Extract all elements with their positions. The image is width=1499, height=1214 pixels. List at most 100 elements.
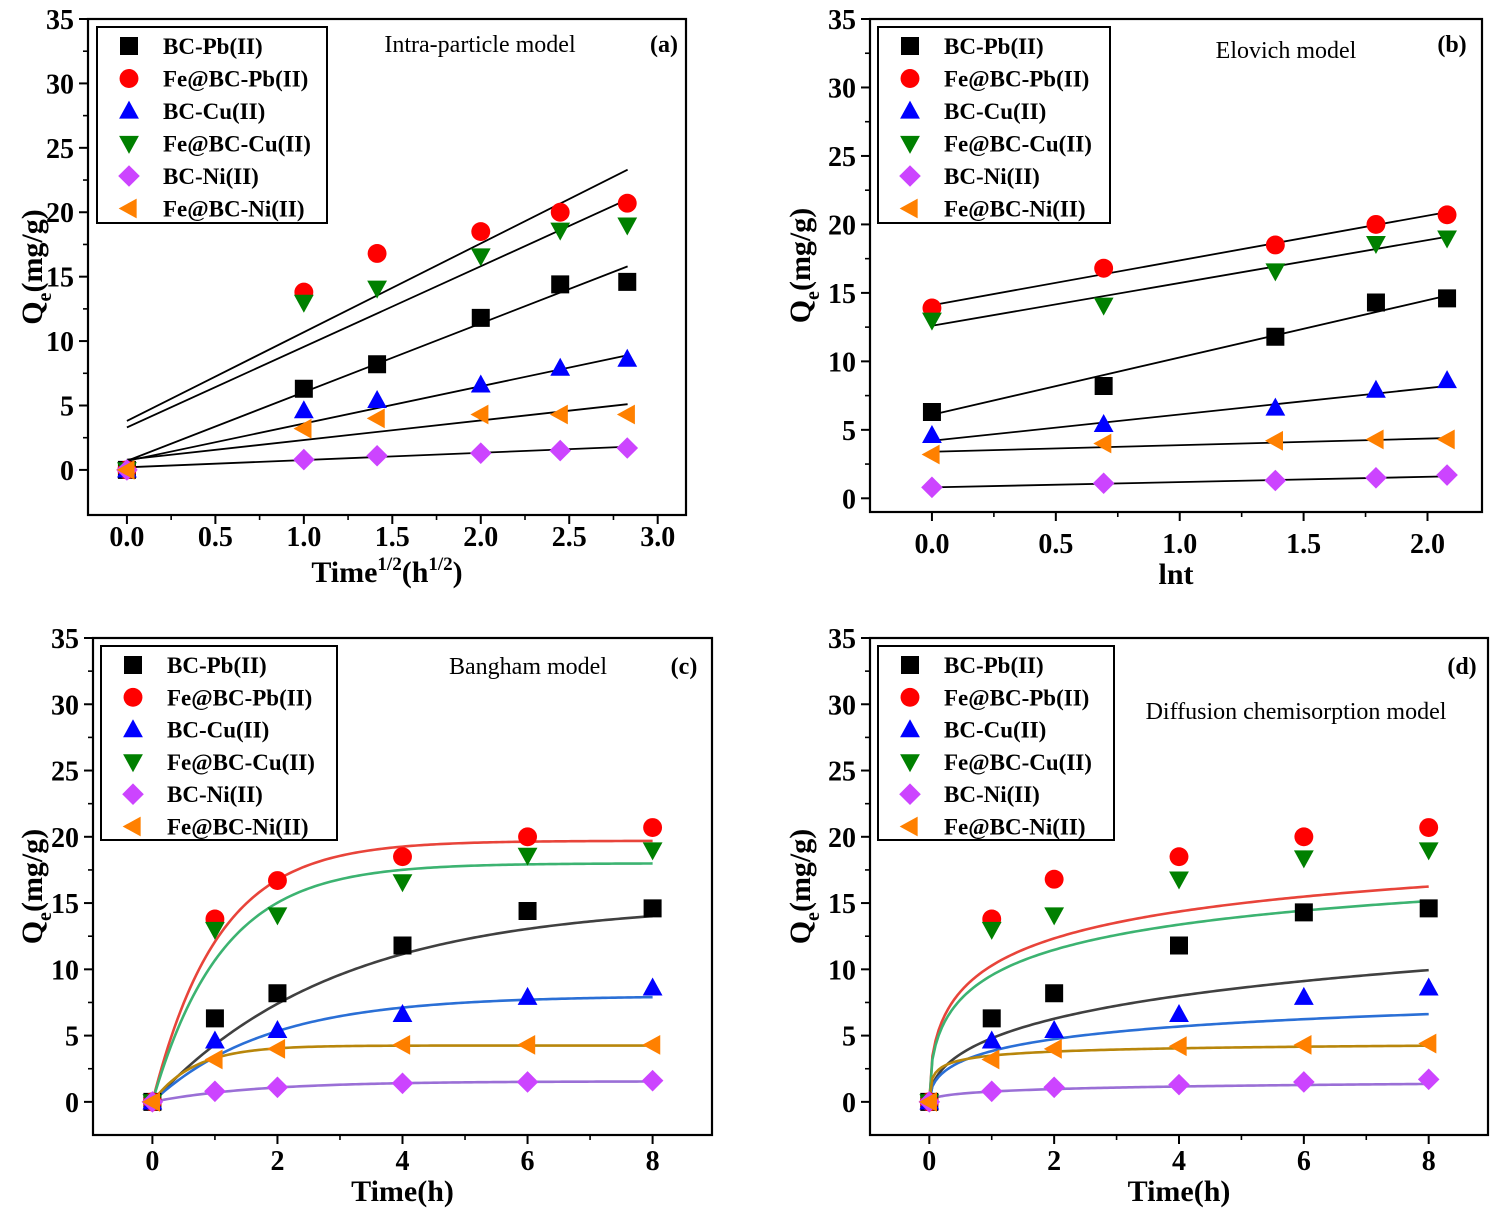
- fit-line: [931, 294, 1448, 416]
- x-axis-title: Time1/2(h1/2): [311, 554, 462, 589]
- x-tick-label: 0.0: [109, 522, 144, 553]
- data-point: [1418, 1033, 1437, 1054]
- x-tick-label: 6: [521, 1146, 535, 1177]
- data-point: [550, 222, 571, 241]
- legend-label: BC-Cu(II): [167, 718, 269, 743]
- data-point: [470, 374, 491, 393]
- x-tick-label: 0.0: [914, 529, 949, 560]
- data-point: [1366, 293, 1385, 312]
- data-point: [367, 389, 387, 408]
- chart-panel-b: 0 5 10 15 20 25 30 35 0.0 0.5 1.0 1.5 2.0 lnt Qe(mg/g)…: [784, 5, 1484, 591]
- data-point: [392, 874, 413, 893]
- data-point: [1169, 847, 1189, 867]
- data-point: [549, 404, 568, 425]
- y-tick-label: 10: [828, 347, 856, 378]
- y-tick-label: 0: [65, 1088, 79, 1119]
- data-point: [1265, 263, 1286, 282]
- data-point: [981, 921, 1002, 940]
- legend-label: BC-Ni(II): [163, 164, 259, 189]
- data-point: [1436, 429, 1455, 450]
- data-point: [293, 448, 315, 471]
- fit-curve: [928, 885, 1429, 1102]
- data-point: [293, 418, 312, 439]
- x-tick-label: 2: [270, 1146, 284, 1177]
- data-point: [1293, 850, 1314, 869]
- legend-label: Fe@BC-Cu(II): [167, 750, 315, 776]
- y-axis-title: Qe(mg/g): [784, 829, 824, 945]
- legend-label: Fe@BC-Cu(II): [944, 132, 1092, 158]
- data-point: [517, 986, 538, 1005]
- data-point: [1170, 936, 1188, 955]
- data-point: [1093, 297, 1114, 316]
- legend-label: BC-Ni(II): [944, 782, 1040, 807]
- data-point: [1266, 327, 1285, 346]
- fit-line: [931, 235, 1448, 327]
- data-point: [267, 907, 288, 926]
- data-point: [1437, 205, 1457, 225]
- legend: BC-Pb(II) Fe@BC-Pb(II) BC-Cu(II) Fe@BC-Cu(I…: [877, 26, 1111, 224]
- x-tick-label: 0.5: [198, 522, 233, 553]
- data-point: [1417, 1068, 1440, 1091]
- y-tick-label: 20: [828, 823, 856, 854]
- x-tick-label: 0.5: [1038, 529, 1073, 560]
- legend-marker: [122, 816, 141, 837]
- fit-line: [931, 385, 1448, 442]
- legend-marker: [123, 687, 143, 707]
- fit-line: [931, 211, 1448, 307]
- data-point: [1169, 871, 1189, 890]
- data-point: [921, 444, 940, 465]
- chart-panel-c: 0 5 10 15 20 25 30 35 0 2 4 6 8 Time(h) Qe(mg/g) BC-Pb(…: [16, 624, 714, 1208]
- y-tick-label: 10: [46, 327, 74, 358]
- data-point: [517, 1034, 536, 1055]
- fit-line: [126, 354, 628, 462]
- data-point: [470, 404, 489, 425]
- data-point: [204, 1080, 226, 1103]
- x-tick-label: 8: [1422, 1146, 1436, 1177]
- data-point: [267, 871, 287, 890]
- data-point: [469, 442, 492, 464]
- legend-marker: [899, 816, 918, 837]
- legend-marker: [899, 198, 918, 219]
- data-point: [1045, 984, 1064, 1003]
- x-tick-label: 3.0: [640, 522, 675, 553]
- data-point: [391, 1072, 414, 1095]
- legend-label: BC-Cu(II): [944, 99, 1046, 124]
- data-point: [294, 379, 313, 398]
- chart-panel-d: 0 5 10 15 20 25 30 35 0 2 4 6 8 Time(h) Qe(mg/g) BC-Pb(…: [784, 624, 1490, 1208]
- legend-label: Fe@BC-Pb(II): [163, 67, 308, 93]
- panel-label: (c): [671, 654, 698, 680]
- data-point: [918, 1091, 937, 1112]
- legend-label: Fe@BC-Ni(II): [944, 815, 1085, 841]
- fit-line: [931, 475, 1448, 489]
- y-tick-label: 0: [842, 484, 856, 515]
- legend-label: Fe@BC-Pb(II): [944, 685, 1089, 711]
- model-label: Bangham model: [449, 654, 607, 680]
- data-point: [470, 248, 491, 267]
- legend: BC-Pb(II) Fe@BC-Pb(II) BC-Cu(II) Fe@BC-Cu(I…: [877, 645, 1115, 841]
- legend-label: BC-Cu(II): [944, 718, 1046, 743]
- x-tick-label: 1.0: [1162, 529, 1197, 560]
- legend: BC-Pb(II) Fe@BC-Pb(II) BC-Cu(II) Fe@BC-Cu(I…: [100, 645, 338, 841]
- data-point: [642, 1034, 661, 1055]
- data-point: [922, 312, 942, 331]
- data-point: [1418, 842, 1439, 861]
- data-point: [981, 1030, 1002, 1049]
- data-point: [1264, 469, 1287, 492]
- y-tick-label: 5: [842, 416, 856, 447]
- fit-curve: [151, 862, 653, 1103]
- y-tick-label: 25: [828, 142, 856, 173]
- data-point: [1365, 466, 1387, 489]
- y-tick-label: 25: [51, 757, 79, 788]
- legend-label: Fe@BC-Cu(II): [944, 750, 1092, 776]
- legend: BC-Pb(II) Fe@BC-Pb(II) BC-Cu(II) Fe@BC-Cu(I…: [96, 26, 328, 224]
- y-tick-label: 20: [51, 823, 79, 854]
- data-point: [471, 222, 491, 242]
- data-point: [618, 272, 637, 291]
- data-point: [366, 444, 388, 467]
- legend-box: [877, 645, 1115, 841]
- panel-label: (b): [1437, 32, 1466, 58]
- data-point: [1366, 214, 1386, 234]
- data-point: [922, 403, 941, 422]
- y-tick-label: 10: [51, 955, 79, 986]
- legend-marker: [119, 69, 139, 88]
